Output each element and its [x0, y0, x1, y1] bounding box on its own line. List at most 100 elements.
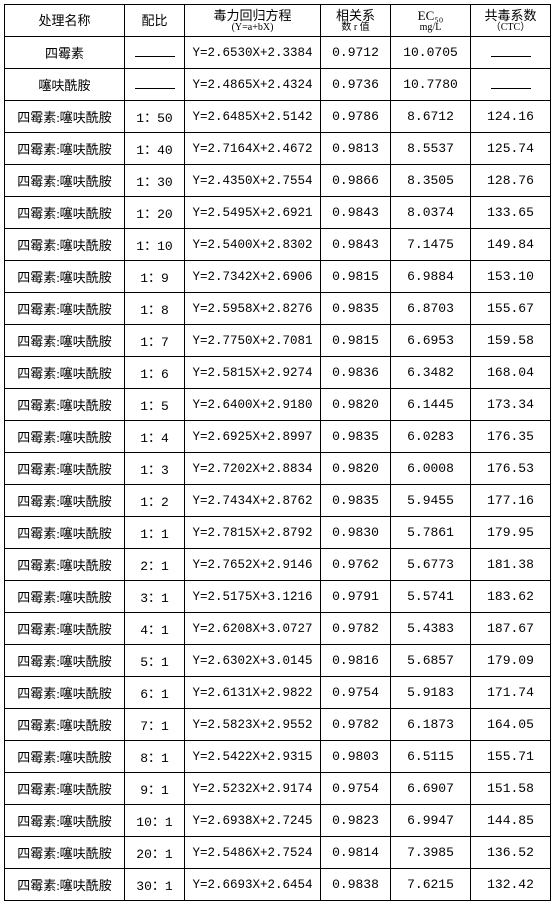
cell-r: 0.9820	[321, 389, 391, 421]
table-row: 四霉素:噻呋酰胺4：1Y=2.6208X+3.07270.97825.43831…	[5, 613, 551, 645]
cell-ratio: 1：3	[125, 453, 185, 485]
cell-name: 四霉素:噻呋酰胺	[5, 805, 125, 837]
cell-r: 0.9843	[321, 229, 391, 261]
cell-ec: 6.1445	[391, 389, 471, 421]
table-row: 四霉素:噻呋酰胺1：1Y=2.7815X+2.87920.98305.78611…	[5, 517, 551, 549]
cell-eq: Y=2.5400X+2.8302	[185, 229, 321, 261]
cell-ctc: 124.16	[471, 101, 551, 133]
cell-ctc: 168.04	[471, 357, 551, 389]
table-row: 四霉素:噻呋酰胺3：1Y=2.5175X+3.12160.97915.57411…	[5, 581, 551, 613]
cell-r: 0.9823	[321, 805, 391, 837]
cell-ctc: 171.74	[471, 677, 551, 709]
cell-ratio: 2：1	[125, 549, 185, 581]
cell-ec: 5.4383	[391, 613, 471, 645]
cell-name: 四霉素:噻呋酰胺	[5, 677, 125, 709]
cell-name: 四霉素:噻呋酰胺	[5, 101, 125, 133]
table-row: 四霉素:噻呋酰胺1：4Y=2.6925X+2.89970.98356.02831…	[5, 421, 551, 453]
cell-ec: 8.6712	[391, 101, 471, 133]
cell-name: 四霉素:噻呋酰胺	[5, 485, 125, 517]
cell-ratio: 20：1	[125, 837, 185, 869]
cell-r: 0.9815	[321, 261, 391, 293]
cell-name: 四霉素:噻呋酰胺	[5, 133, 125, 165]
cell-r: 0.9754	[321, 773, 391, 805]
cell-ec: 6.6953	[391, 325, 471, 357]
cell-ratio: 1：30	[125, 165, 185, 197]
cell-ratio: 1：7	[125, 325, 185, 357]
cell-eq: Y=2.6400X+2.9180	[185, 389, 321, 421]
cell-name: 四霉素	[5, 37, 125, 69]
header-ec: EC₅₀ mg/L	[391, 5, 471, 37]
cell-eq: Y=2.5958X+2.8276	[185, 293, 321, 325]
table-row: 四霉素:噻呋酰胺9：1Y=2.5232X+2.91740.97546.69071…	[5, 773, 551, 805]
table-row: 四霉素:噻呋酰胺10：1Y=2.6938X+2.72450.98236.9947…	[5, 805, 551, 837]
cell-ratio: 10：1	[125, 805, 185, 837]
cell-ctc: 173.34	[471, 389, 551, 421]
cell-ec: 7.6215	[391, 869, 471, 901]
cell-eq: Y=2.4350X+2.7554	[185, 165, 321, 197]
cell-eq: Y=2.5823X+2.9552	[185, 709, 321, 741]
header-equation: 毒力回归方程 (Y=a+bX)	[185, 5, 321, 37]
cell-ratio: 7：1	[125, 709, 185, 741]
cell-name: 四霉素:噻呋酰胺	[5, 837, 125, 869]
cell-ec: 8.5537	[391, 133, 471, 165]
cell-ctc: 125.74	[471, 133, 551, 165]
cell-name: 四霉素:噻呋酰胺	[5, 261, 125, 293]
cell-r: 0.9803	[321, 741, 391, 773]
table-row: 四霉素:噻呋酰胺1：9Y=2.7342X+2.69060.98156.98841…	[5, 261, 551, 293]
header-r-main: 相关系	[336, 8, 375, 23]
cell-eq: Y=2.6485X+2.5142	[185, 101, 321, 133]
cell-ratio: 1：1	[125, 517, 185, 549]
cell-ctc: 177.16	[471, 485, 551, 517]
cell-r: 0.9762	[321, 549, 391, 581]
cell-ratio: 8：1	[125, 741, 185, 773]
cell-eq: Y=2.6530X+2.3384	[185, 37, 321, 69]
cell-r: 0.9786	[321, 101, 391, 133]
cell-ratio	[125, 37, 185, 69]
cell-eq: Y=2.7342X+2.6906	[185, 261, 321, 293]
header-ec-sub: mg/L	[391, 23, 470, 33]
cell-name: 四霉素:噻呋酰胺	[5, 709, 125, 741]
cell-ctc: 181.38	[471, 549, 551, 581]
cell-ec: 6.6907	[391, 773, 471, 805]
cell-name: 四霉素:噻呋酰胺	[5, 421, 125, 453]
cell-name: 四霉素:噻呋酰胺	[5, 357, 125, 389]
cell-name: 四霉素:噻呋酰胺	[5, 549, 125, 581]
cell-name: 四霉素:噻呋酰胺	[5, 325, 125, 357]
header-ctc: 共毒系数 （CTC）	[471, 5, 551, 37]
cell-ctc: 136.52	[471, 837, 551, 869]
cell-eq: Y=2.5175X+3.1216	[185, 581, 321, 613]
cell-ctc: 187.67	[471, 613, 551, 645]
cell-eq: Y=2.4865X+2.4324	[185, 69, 321, 101]
table-row: 四霉素:噻呋酰胺1：10Y=2.5400X+2.83020.98437.1475…	[5, 229, 551, 261]
cell-r: 0.9754	[321, 677, 391, 709]
header-ec-main: EC₅₀	[418, 8, 444, 23]
header-r-sub: 数 r 值	[321, 23, 390, 33]
cell-ratio: 5：1	[125, 645, 185, 677]
cell-r: 0.9782	[321, 709, 391, 741]
cell-ctc	[471, 37, 551, 69]
table-row: 四霉素:噻呋酰胺1：2Y=2.7434X+2.87620.98355.94551…	[5, 485, 551, 517]
blank-icon	[491, 80, 531, 89]
cell-ec: 10.7780	[391, 69, 471, 101]
cell-ec: 5.9455	[391, 485, 471, 517]
cell-ctc: 151.58	[471, 773, 551, 805]
cell-ec: 5.6773	[391, 549, 471, 581]
cell-ctc: 133.65	[471, 197, 551, 229]
cell-ratio: 1：9	[125, 261, 185, 293]
cell-ratio: 1：8	[125, 293, 185, 325]
cell-ec: 6.0008	[391, 453, 471, 485]
table-row: 噻呋酰胺 Y=2.4865X+2.4324 0.9736 10.7780	[5, 69, 551, 101]
cell-name: 噻呋酰胺	[5, 69, 125, 101]
cell-eq: Y=2.7202X+2.8834	[185, 453, 321, 485]
cell-name: 四霉素:噻呋酰胺	[5, 741, 125, 773]
cell-ctc: 132.42	[471, 869, 551, 901]
cell-r: 0.9843	[321, 197, 391, 229]
header-name: 处理名称	[5, 5, 125, 37]
cell-name: 四霉素:噻呋酰胺	[5, 581, 125, 613]
blank-icon	[135, 48, 175, 57]
cell-r: 0.9835	[321, 293, 391, 325]
cell-eq: Y=2.5422X+2.9315	[185, 741, 321, 773]
cell-r: 0.9820	[321, 453, 391, 485]
cell-ec: 8.0374	[391, 197, 471, 229]
cell-ec: 6.1873	[391, 709, 471, 741]
